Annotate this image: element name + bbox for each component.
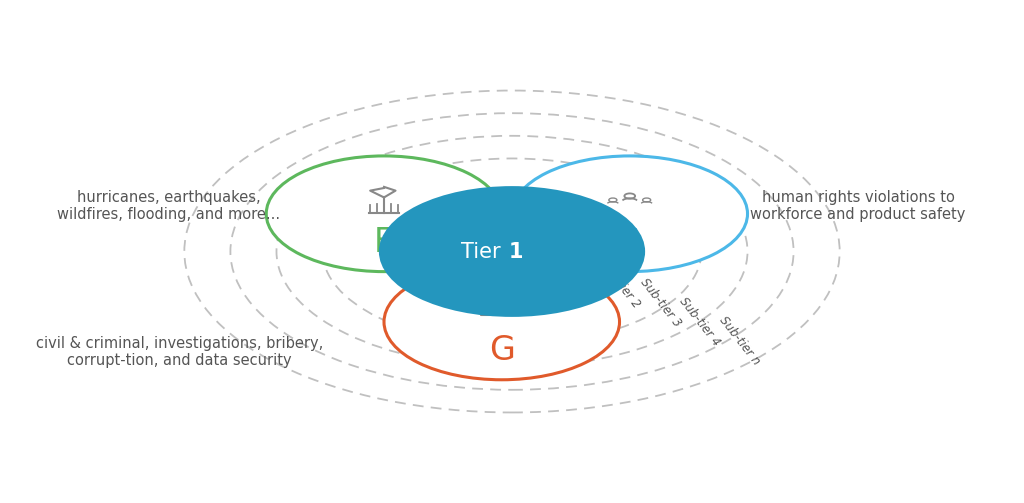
Text: Sub-tier 3: Sub-tier 3 <box>638 276 683 329</box>
Circle shape <box>512 156 748 272</box>
Text: 1: 1 <box>509 241 523 262</box>
Circle shape <box>266 156 502 272</box>
Text: civil & criminal, investigations, bribery,
corrupt-tion, and data security: civil & criminal, investigations, briber… <box>36 336 323 368</box>
Text: Sub-tier n: Sub-tier n <box>717 314 762 368</box>
Text: E: E <box>374 226 394 259</box>
Text: S: S <box>620 226 640 259</box>
Text: Sub-tier 2: Sub-tier 2 <box>597 258 642 311</box>
Text: Sub-tier 4: Sub-tier 4 <box>677 295 722 349</box>
Text: hurricanes, earthquakes,
wildfires, flooding, and more...: hurricanes, earthquakes, wildfires, floo… <box>57 190 281 222</box>
Circle shape <box>384 264 620 380</box>
Text: Tier: Tier <box>461 241 507 262</box>
Text: G: G <box>488 334 515 367</box>
Text: human rights violations to
workforce and product safety: human rights violations to workforce and… <box>751 190 966 222</box>
Circle shape <box>379 186 645 317</box>
